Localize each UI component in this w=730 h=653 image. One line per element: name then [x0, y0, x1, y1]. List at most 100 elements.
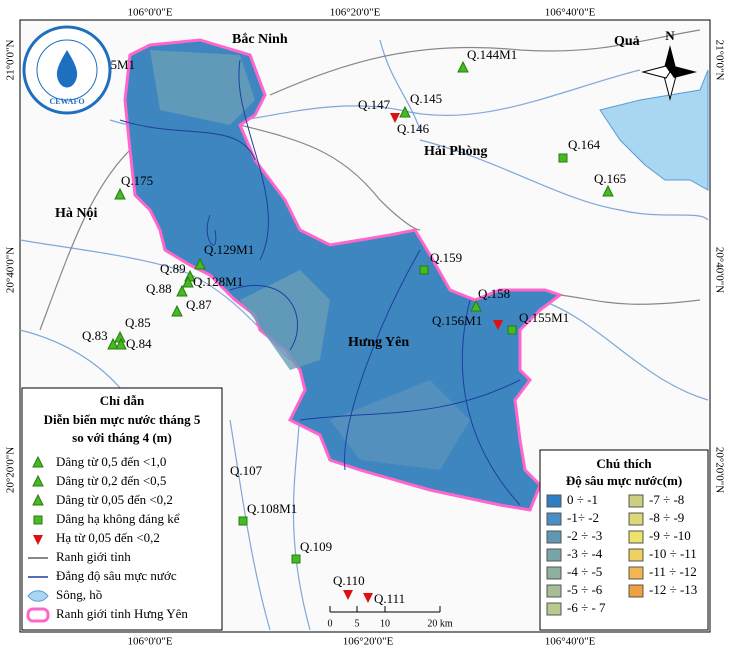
station-label: Q.147 — [358, 97, 391, 112]
station-marker — [194, 257, 206, 270]
legend-item: -9 ÷ -10 — [649, 528, 691, 543]
station-marker — [558, 153, 568, 163]
legend-item: -10 ÷ -11 — [649, 546, 697, 561]
coord-label: 106°20'0"E — [330, 7, 381, 19]
station-label: Q.158 — [478, 286, 510, 301]
coord-label: 20°40'0"N — [5, 247, 17, 293]
legend-swatch — [628, 566, 644, 580]
legend-swatch — [546, 548, 562, 562]
coord-label: 20°20'0"N — [5, 447, 17, 493]
north-label: N — [665, 28, 675, 43]
station-marker — [291, 554, 301, 564]
coord-label: 106°0'0"E — [127, 7, 172, 19]
legend-swatch — [546, 602, 562, 616]
legend-subtitle: Độ sâu mực nước(m) — [566, 473, 682, 488]
station-marker — [176, 284, 188, 297]
station-label: Q.88 — [146, 281, 172, 296]
place-label: Hà Nội — [55, 206, 98, 221]
legend-item: -4 ÷ -5 — [567, 564, 602, 579]
station-label: Q.107 — [230, 463, 263, 478]
north-arrow: N — [641, 28, 697, 101]
station-label: Q.110 — [333, 573, 365, 588]
legend-item: 0 ÷ -1 — [567, 492, 598, 507]
legend-swatch — [546, 512, 562, 526]
legend-item: Sông, hồ — [56, 587, 102, 602]
station-label: Q.89 — [160, 261, 186, 276]
legend-item: Ranh giới tỉnh — [56, 549, 131, 564]
station-label: Q.159 — [430, 250, 462, 265]
station-marker — [115, 337, 127, 350]
legend-item: Dâng hạ không đáng kể — [56, 511, 180, 526]
hung-yen-province — [123, 38, 564, 512]
legend-item: -5 ÷ -6 — [567, 582, 603, 597]
legend-box — [539, 449, 709, 631]
station-label: Q.165 — [594, 171, 626, 186]
station-marker — [114, 187, 126, 200]
legend-swatch — [546, 494, 562, 508]
legend-swatch — [546, 530, 562, 544]
place-label: Hải Phòng — [424, 144, 487, 159]
depth-zone — [240, 270, 330, 370]
station-label: 55M1 — [104, 57, 135, 72]
station-marker — [390, 113, 400, 123]
station-marker — [32, 455, 44, 468]
coord-label: 106°0'0"E — [127, 636, 172, 648]
legend-item: -8 ÷ -9 — [649, 510, 684, 525]
station-label: Q.109 — [300, 539, 332, 554]
station-marker — [33, 535, 43, 545]
legend-swatch — [628, 530, 644, 544]
station-label: Q.87 — [186, 297, 212, 312]
depth-legend: Chú thích Độ sâu mực nước(m) 0 ÷ -1 -1÷ -… — [539, 449, 709, 631]
legend-item: Dâng từ 0,05 đến <0,2 — [56, 492, 173, 507]
coord-label: 20°40'0"N — [713, 247, 725, 293]
station-marker — [602, 184, 614, 197]
station-marker — [343, 590, 353, 600]
station-label: Q.175 — [121, 173, 153, 188]
coord-label: 106°40'0"E — [545, 7, 596, 19]
station-marker — [363, 593, 373, 603]
station-label: Q.129M1 — [204, 242, 254, 257]
station-marker — [171, 304, 183, 317]
station-marker — [107, 337, 119, 350]
logo-text: CEWAFO — [49, 97, 84, 106]
station-label: Q.155M1 — [519, 310, 569, 325]
legend-item: Dâng từ 0,5 đến <1,0 — [56, 454, 166, 469]
station-marker — [32, 493, 44, 506]
station-label: Q.156M1 — [432, 313, 482, 328]
legend: Chỉ dẫn Diễn biến mực nước tháng 5 so vớ… — [21, 387, 223, 631]
station-marker — [399, 105, 411, 118]
legend-subtitle: Diễn biến mực nước tháng 5 — [44, 412, 201, 427]
coord-label: 21°0'0"N — [713, 40, 725, 81]
station-marker — [419, 265, 429, 275]
scale-label: 5 — [355, 618, 360, 629]
province-boundaries — [39, 29, 701, 331]
place-label: Bắc Ninh — [232, 32, 288, 47]
legend-item: -3 ÷ -4 — [567, 546, 603, 561]
legend-item: -1÷ -2 — [567, 510, 599, 525]
legend-swatch — [628, 584, 644, 598]
depth-zone — [150, 50, 255, 125]
legend-symbol — [27, 590, 49, 602]
station-label: Q.144M1 — [467, 47, 517, 62]
station-marker — [470, 299, 482, 312]
station-marker — [32, 474, 44, 487]
scale-label: 10 — [380, 618, 390, 629]
legend-item: -12 ÷ -13 — [649, 582, 697, 597]
legend-item: Dâng từ 0,2 đến <0,5 — [56, 473, 166, 488]
legend-item: Ranh giới tỉnh Hưng Yên — [56, 606, 188, 621]
station-marker — [238, 516, 248, 526]
legend-swatch — [628, 494, 644, 508]
station-marker — [493, 320, 503, 330]
scale-label: 0 — [328, 618, 333, 629]
isolines — [119, 59, 521, 506]
legend-title: Chú thích — [596, 456, 652, 471]
legend-item: Đẳng độ sâu mực nước — [56, 568, 177, 583]
station-marker — [457, 60, 469, 73]
station-label: Q.85 — [125, 315, 151, 330]
stations: Q.144M1 Q.147 Q.145 Q.146 Q.164 Q.165 Q.175 Q.1… — [82, 47, 626, 606]
legend-symbol — [26, 607, 50, 623]
station-label: Q.108M1 — [247, 501, 297, 516]
station-marker — [507, 325, 517, 335]
legend-title: Chỉ dẫn — [100, 393, 145, 408]
